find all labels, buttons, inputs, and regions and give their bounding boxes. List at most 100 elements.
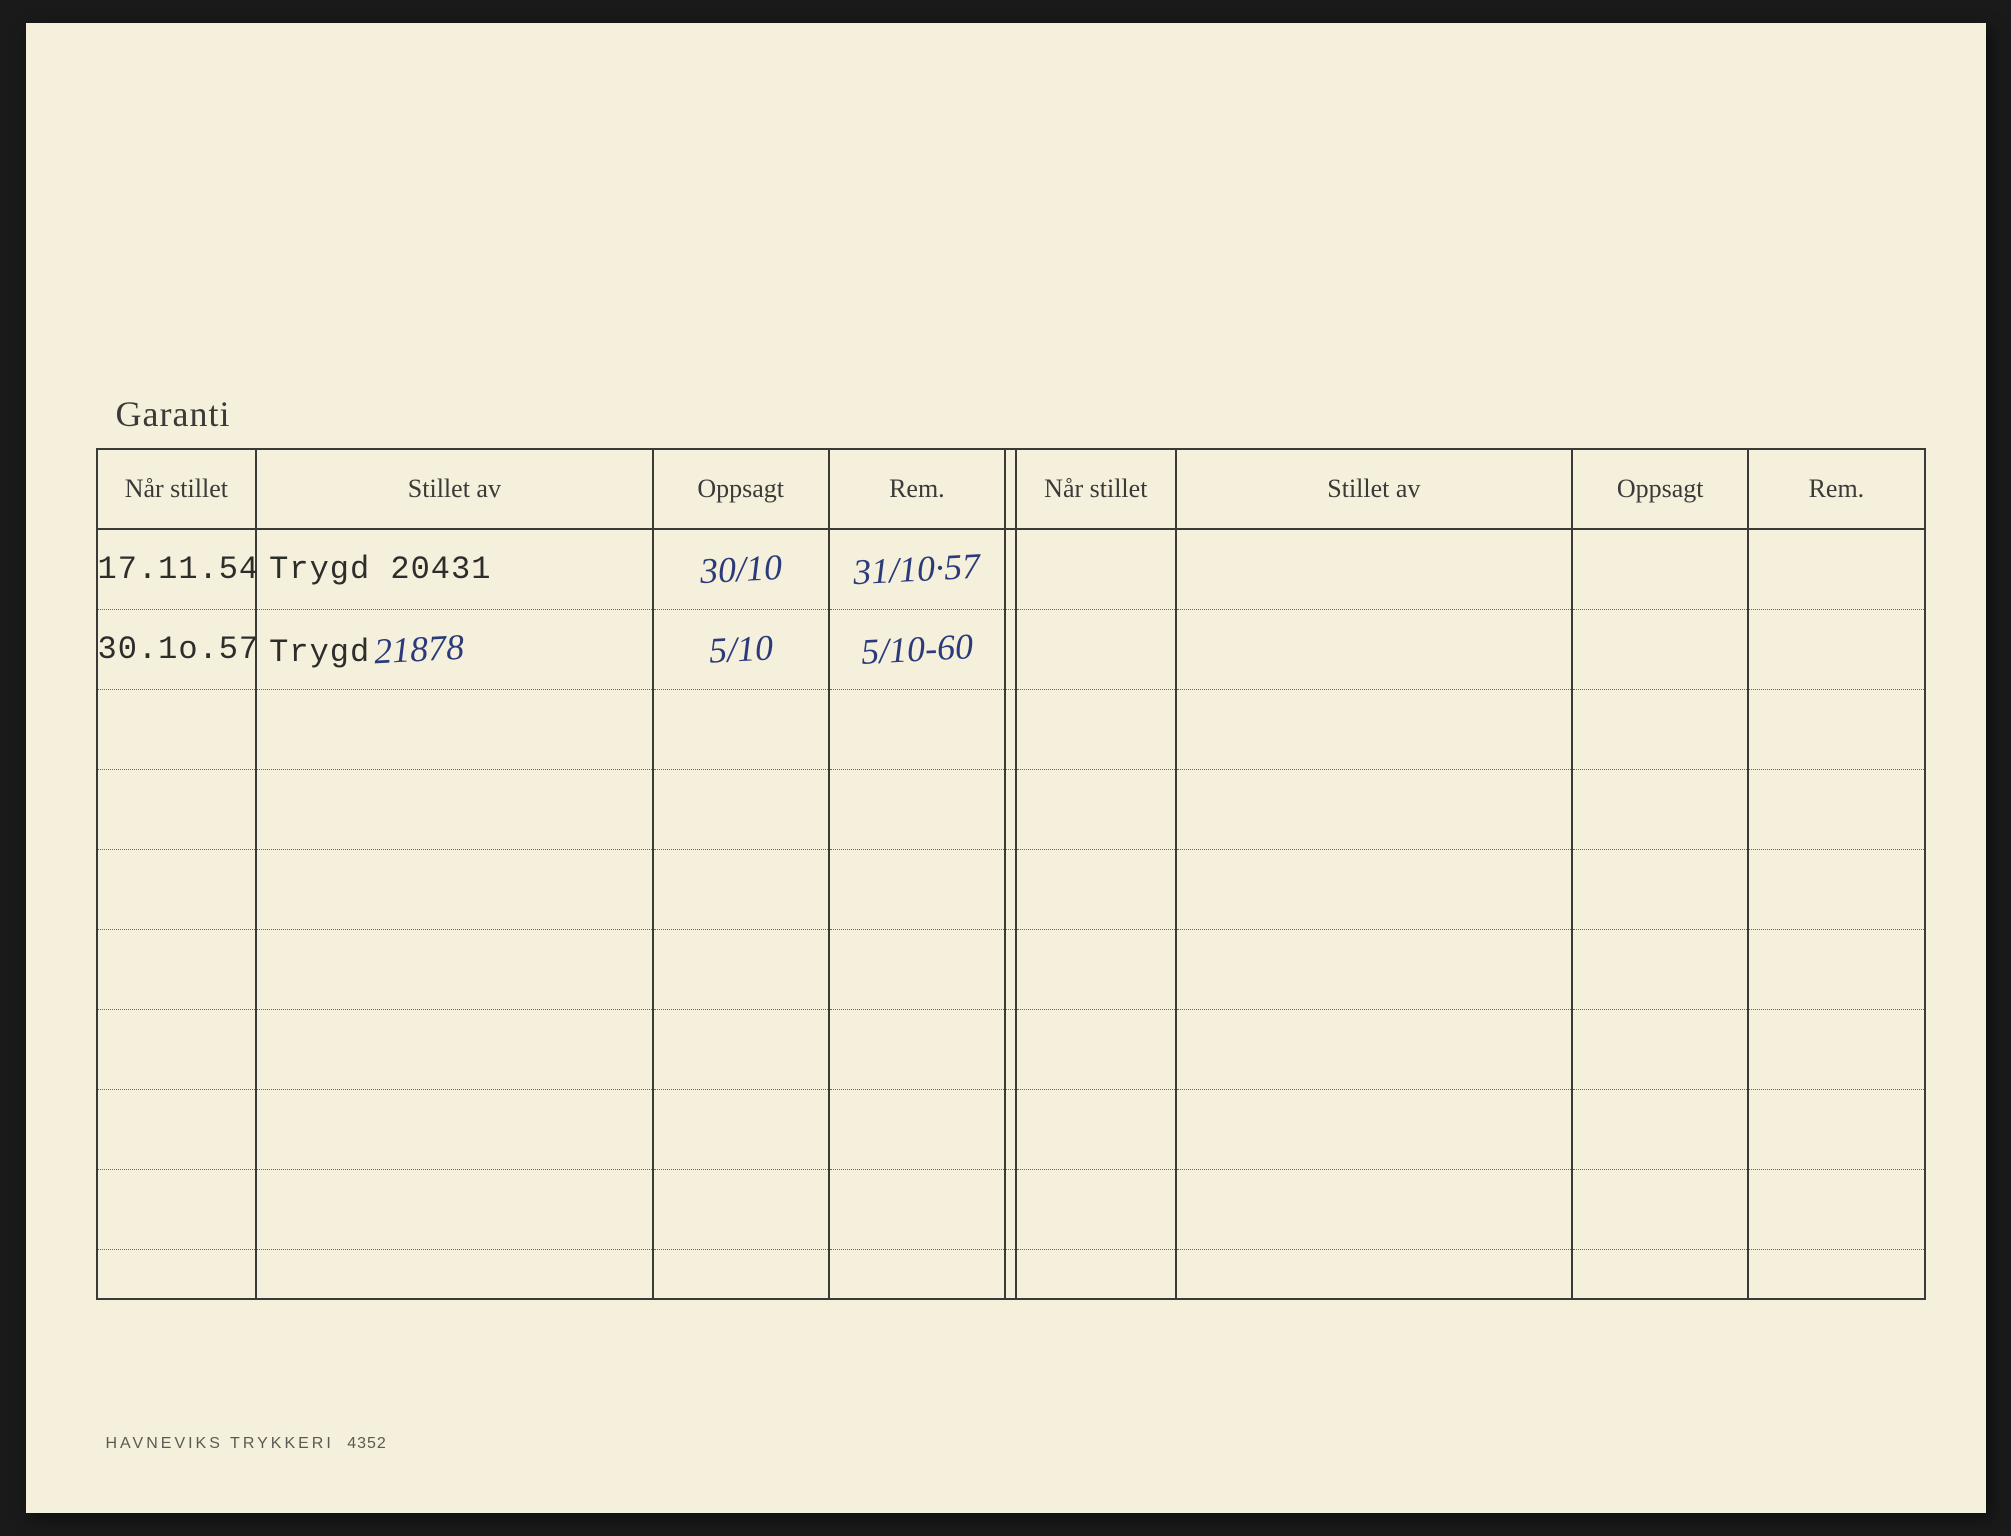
cell-rem [829, 1089, 1005, 1169]
section-title: Garanti [116, 393, 231, 435]
cell-opp-2 [1572, 929, 1748, 1009]
cell-opp: 30/10 [653, 529, 829, 609]
cell-opp: 5/10 [653, 609, 829, 689]
divider-gap [1005, 689, 1016, 769]
cell-nar [97, 769, 257, 849]
cell-nar [97, 1089, 257, 1169]
document-card: Garanti Når stillet Stillet av Oppsagt R… [26, 23, 1986, 1513]
cell-av [256, 849, 652, 929]
cell-nar-2 [1016, 929, 1176, 1009]
cell-rem [829, 769, 1005, 849]
cell-opp-2 [1572, 769, 1748, 849]
cell-rem-2 [1748, 849, 1924, 929]
printer-number: 4352 [347, 1435, 387, 1452]
cell-av [256, 929, 652, 1009]
divider-gap [1005, 1169, 1016, 1249]
cell-rem [829, 849, 1005, 929]
cell-rem-2 [1748, 609, 1924, 689]
cell-nar [97, 849, 257, 929]
cell-opp-2 [1572, 689, 1748, 769]
cell-nar [97, 1169, 257, 1249]
col-header-nar-stillet: Når stillet [97, 449, 257, 529]
divider-gap [1005, 449, 1016, 529]
cell-av [256, 1009, 652, 1089]
cell-opp-2 [1572, 1009, 1748, 1089]
cell-av-2 [1176, 529, 1572, 609]
cell-opp [653, 929, 829, 1009]
cell-rem-2 [1748, 1089, 1924, 1169]
table-row [97, 1009, 1925, 1089]
cell-opp-2 [1572, 849, 1748, 929]
cell-rem-2 [1748, 929, 1924, 1009]
cell-nar-2 [1016, 1089, 1176, 1169]
cell-av-2 [1176, 689, 1572, 769]
table-header-row: Når stillet Stillet av Oppsagt Rem. Når … [97, 449, 1925, 529]
table-row [97, 1089, 1925, 1169]
cell-nar: 30.1o.57 [97, 609, 257, 689]
cell-opp-2 [1572, 529, 1748, 609]
cell-av: Trygd 20431 [256, 529, 652, 609]
cell-rem [829, 929, 1005, 1009]
cell-nar-2 [1016, 689, 1176, 769]
table-row: 17.11.54Trygd 20431 30/1031/10·57 [97, 529, 1925, 609]
cell-nar-2 [1016, 609, 1176, 689]
cell-rem [829, 689, 1005, 769]
col-header-rem-2: Rem. [1748, 449, 1924, 529]
cell-av [256, 1169, 652, 1249]
table-footer-row [97, 1249, 1925, 1299]
cell-opp-2 [1572, 1169, 1748, 1249]
cell-av [256, 769, 652, 849]
cell-opp [653, 689, 829, 769]
cell-rem-2 [1748, 1009, 1924, 1089]
col-header-rem: Rem. [829, 449, 1005, 529]
cell-rem-2 [1748, 529, 1924, 609]
cell-rem-2 [1748, 689, 1924, 769]
col-header-oppsagt: Oppsagt [653, 449, 829, 529]
garanti-table: Når stillet Stillet av Oppsagt Rem. Når … [96, 448, 1926, 1300]
cell-opp [653, 849, 829, 929]
col-header-stillet-av: Stillet av [256, 449, 652, 529]
cell-nar [97, 1009, 257, 1089]
cell-rem: 5/10-60 [829, 609, 1005, 689]
table-row [97, 769, 1925, 849]
divider-gap [1005, 849, 1016, 929]
cell-av: Trygd 21878 [256, 609, 652, 689]
cell-opp [653, 1089, 829, 1169]
cell-rem-2 [1748, 769, 1924, 849]
table-row [97, 929, 1925, 1009]
col-header-oppsagt-2: Oppsagt [1572, 449, 1748, 529]
cell-opp [653, 769, 829, 849]
divider-gap [1005, 769, 1016, 849]
table-row [97, 1169, 1925, 1249]
cell-rem [829, 1009, 1005, 1089]
cell-av-2 [1176, 1009, 1572, 1089]
divider-gap [1005, 1009, 1016, 1089]
cell-rem-2 [1748, 1169, 1924, 1249]
cell-av-2 [1176, 1089, 1572, 1169]
printer-name: HAVNEVIKS TRYKKERI [106, 1435, 334, 1452]
cell-opp-2 [1572, 609, 1748, 689]
cell-av-2 [1176, 929, 1572, 1009]
col-header-nar-stillet-2: Når stillet [1016, 449, 1176, 529]
table-row [97, 849, 1925, 929]
divider-gap [1005, 929, 1016, 1009]
printer-footer: HAVNEVIKS TRYKKERI 4352 [106, 1435, 387, 1453]
cell-nar [97, 689, 257, 769]
table-row: 30.1o.57Trygd 218785/105/10-60 [97, 609, 1925, 689]
table-row [97, 689, 1925, 769]
cell-nar: 17.11.54 [97, 529, 257, 609]
cell-av-2 [1176, 1169, 1572, 1249]
cell-nar-2 [1016, 1169, 1176, 1249]
divider-gap [1005, 1089, 1016, 1169]
col-header-stillet-av-2: Stillet av [1176, 449, 1572, 529]
cell-av-2 [1176, 609, 1572, 689]
cell-av-2 [1176, 849, 1572, 929]
cell-opp [653, 1009, 829, 1089]
cell-nar-2 [1016, 849, 1176, 929]
cell-opp [653, 1169, 829, 1249]
divider-gap [1005, 609, 1016, 689]
table-body: 17.11.54Trygd 20431 30/1031/10·5730.1o.5… [97, 529, 1925, 1249]
cell-av-2 [1176, 769, 1572, 849]
cell-av [256, 1089, 652, 1169]
garanti-table-wrap: Når stillet Stillet av Oppsagt Rem. Når … [96, 448, 1926, 1300]
